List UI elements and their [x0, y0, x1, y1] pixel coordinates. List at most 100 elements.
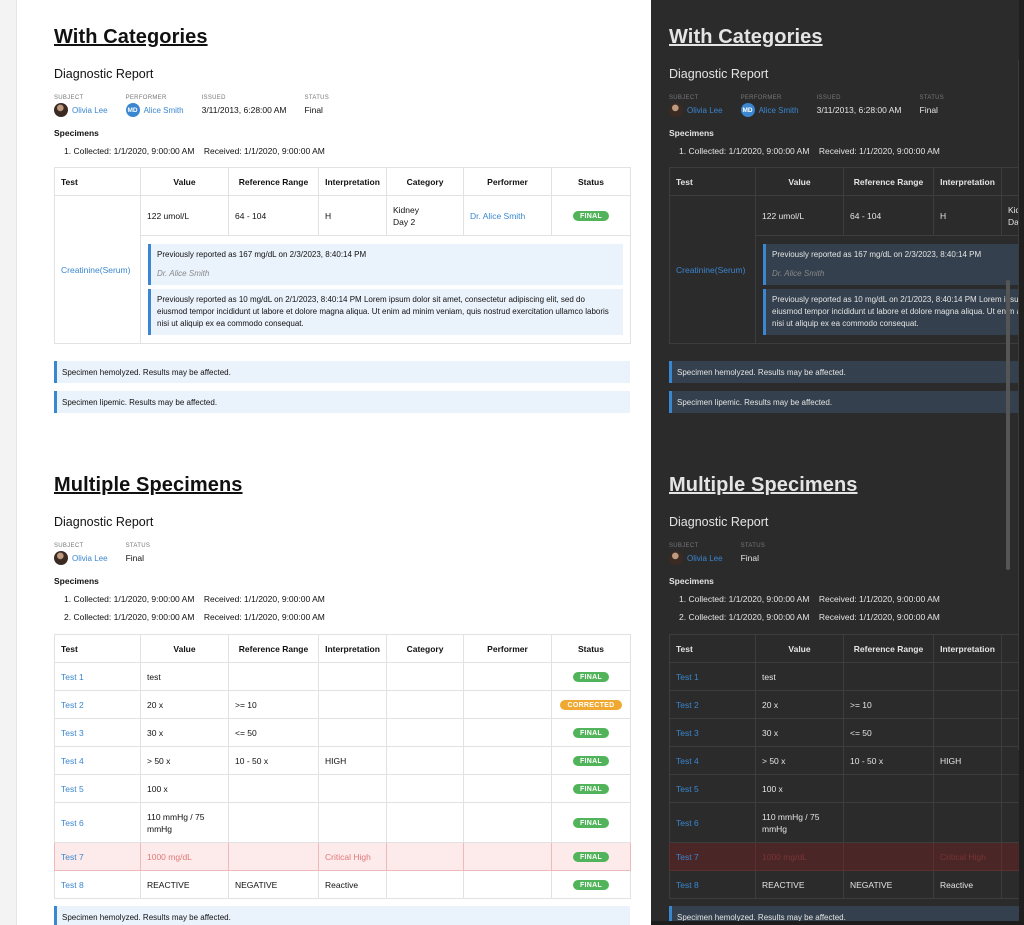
specimen-alert: Specimen lipemic. Results may be affecte…	[669, 391, 1024, 413]
section-title: With Categories	[669, 26, 823, 48]
category-cell	[1001, 842, 1024, 871]
performer-cell	[463, 802, 552, 843]
table-row: Test 1 test FINAL	[54, 662, 631, 691]
test-link[interactable]: Test 8	[676, 879, 699, 890]
status-label: STATUS	[919, 95, 945, 101]
specimen-alert: Specimen hemolyzed. Results may be affec…	[54, 906, 630, 925]
note-text: Previously reported as 167 mg/dL on 2/3/…	[157, 250, 367, 259]
performer-cell	[463, 870, 552, 899]
window-edge	[1019, 0, 1024, 925]
subject-field: SUBJECT Olivia Lee	[669, 543, 723, 565]
interp-cell	[933, 690, 1002, 719]
value-cell: 100 x	[140, 774, 229, 803]
col-status: Status	[551, 167, 631, 196]
test-link[interactable]: Test 1	[676, 671, 699, 682]
performer-link[interactable]: Dr. Alice Smith	[470, 210, 526, 221]
test-link[interactable]: Test 2	[676, 699, 699, 710]
subject-field: SUBJECT Olivia Lee	[54, 543, 108, 565]
note: Previously reported as 10 mg/dL on 2/1/2…	[763, 289, 1024, 335]
light-theme-pane: With Categories Diagnostic Report SUBJEC…	[0, 0, 631, 925]
col-category: Category	[386, 634, 464, 663]
test-link[interactable]: Test 8	[61, 879, 84, 890]
value-cell: > 50 x	[755, 746, 844, 775]
test-link[interactable]: Test 2	[61, 699, 84, 710]
subject-link[interactable]: Olivia Lee	[72, 105, 108, 115]
value-cell: 1000 mg/dL	[140, 842, 229, 871]
specimen-item: 1. Collected: 1/1/2020, 9:00:00 AM Recei…	[679, 594, 940, 604]
note-author: Dr. Alice Smith	[157, 269, 210, 278]
avatar	[54, 551, 68, 565]
status-badge: FINAL	[572, 756, 610, 767]
performer-cell	[463, 746, 552, 775]
test-link[interactable]: Test 5	[61, 783, 84, 794]
report-meta: SUBJECT Olivia Lee STATUS Final	[54, 543, 150, 565]
status-value: Final	[125, 553, 145, 563]
interp-cell	[933, 662, 1002, 691]
table-row: Test 3 30 x<= 50 FINAL	[54, 718, 631, 747]
specimen-item: 2. Collected: 1/1/2020, 9:00:00 AM Recei…	[64, 612, 325, 622]
status-badge: FINAL	[572, 784, 610, 795]
col-test: Test	[54, 167, 141, 196]
interp-cell: Reactive	[318, 870, 387, 899]
subject-link[interactable]: Olivia Lee	[687, 105, 723, 115]
range-cell	[228, 842, 319, 871]
col-value: Value	[140, 634, 229, 663]
col-value: Value	[140, 167, 229, 196]
test-link[interactable]: Test 4	[61, 755, 84, 766]
table-header: Test Value Reference Range Interpretatio…	[669, 634, 1024, 663]
test-link[interactable]: Test 5	[676, 783, 699, 794]
value-cell: 100 x	[755, 774, 844, 803]
scrollbar-thumb[interactable]	[1006, 280, 1010, 570]
category-cell	[386, 842, 464, 871]
test-link[interactable]: Test 7	[61, 851, 84, 862]
report-meta: SUBJECT Olivia Lee STATUS Final	[669, 543, 766, 565]
specimen-alert: Specimen hemolyzed. Results may be affec…	[54, 361, 630, 383]
status-badge: CORRECTED	[560, 700, 622, 711]
test-link[interactable]: Test 4	[676, 755, 699, 766]
value-cell: > 50 x	[140, 746, 229, 775]
col-test: Test	[54, 634, 141, 663]
subject-link[interactable]: Olivia Lee	[687, 553, 723, 563]
category-cell	[386, 662, 464, 691]
value-cell: REACTIVE	[755, 870, 844, 899]
status-badge: FINAL	[572, 852, 610, 863]
section-title: Multiple Specimens	[54, 474, 243, 496]
subject-link[interactable]: Olivia Lee	[72, 553, 108, 563]
subject-label: SUBJECT	[669, 543, 699, 549]
col-reference-range: Reference Range	[843, 167, 934, 196]
test-link[interactable]: Test 1	[61, 671, 84, 682]
col-value: Value	[755, 634, 844, 663]
status-field: STATUS Final	[741, 543, 766, 564]
interp-cell: HIGH	[318, 746, 387, 775]
category-line2: Day 2	[393, 216, 416, 227]
subject-field: SUBJECT Olivia Lee	[54, 95, 108, 117]
specimens-label: Specimens	[669, 576, 714, 586]
performer-link[interactable]: Alice Smith	[143, 105, 184, 115]
test-link[interactable]: Test 3	[676, 727, 699, 738]
status-badge: FINAL	[572, 728, 610, 739]
test-link[interactable]: Creatinine(Serum)	[61, 264, 131, 275]
test-link[interactable]: Test 3	[61, 727, 84, 738]
range-cell	[843, 662, 934, 691]
table-row: Creatinine(Serum) 122 umol/L 64 - 104 H …	[669, 195, 1024, 344]
performer-avatar: MD	[740, 103, 755, 117]
test-link[interactable]: Test 6	[676, 817, 699, 828]
col-interpretation: Interpretation	[933, 634, 1002, 663]
test-link[interactable]: Test 7	[676, 851, 699, 862]
test-link[interactable]: Test 6	[61, 817, 84, 828]
performer-link[interactable]: Alice Smith	[758, 105, 799, 115]
category-cell	[1001, 870, 1024, 899]
status-label: STATUS	[740, 543, 766, 549]
category-line1: Kid	[1008, 204, 1021, 215]
value-cell: 30 x	[140, 718, 229, 747]
notes-row: Previously reported as 167 mg/dL on 2/3/…	[55, 235, 631, 344]
table-row: Test 7 1000 mg/dL Critical High FINAL	[54, 842, 631, 871]
specimen-item: 1. Collected: 1/1/2020, 9:00:00 AM Recei…	[679, 146, 940, 156]
issued-label: ISSUED	[816, 95, 841, 101]
performer-cell	[463, 662, 552, 691]
test-link[interactable]: Creatinine(Serum)	[676, 264, 746, 275]
